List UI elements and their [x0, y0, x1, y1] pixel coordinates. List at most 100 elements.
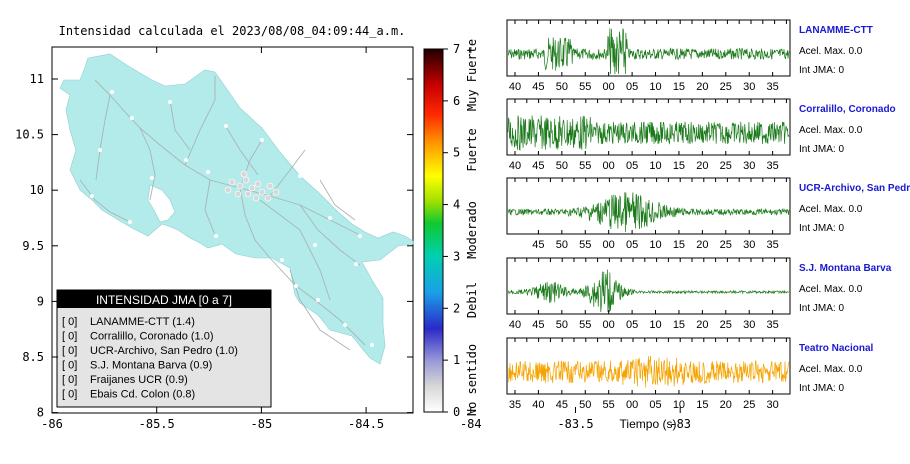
seismogram-tick-label: 30	[743, 81, 755, 93]
seismogram-tick-label: 40	[509, 160, 521, 172]
seismogram-trace	[507, 115, 790, 151]
legend-items: [ 0] LANAMME-CTT (1.4) [ 0] Corralillo, Cor…	[62, 316, 238, 401]
seismogram-tick-label: 50	[556, 319, 568, 331]
legend-item-label: Corralillo, Coronado (1.0)	[90, 331, 214, 343]
costa-rica-landmass	[59, 53, 414, 365]
seismogram-tick-label: 20	[696, 239, 708, 251]
station-max-accel: Acel. Max. 0.0	[799, 284, 863, 295]
colorbar-category-label: Debil	[465, 282, 479, 318]
legend-item-value: [ 0]	[62, 345, 77, 357]
seismogram-panels: 40 45 50 55 00 05 10 15 20 25 30 35 LANAMME-CTT Acel.…	[506, 19, 910, 411]
colorbar-tick-label: 2	[453, 301, 460, 315]
seismogram-tick-label: 25	[720, 319, 732, 331]
colorbar-tick-label: 3	[453, 249, 460, 263]
seismogram-tick-label: 25	[720, 239, 732, 251]
map-plot-area: INTENSIDAD JMA [0 a 7] [ 0] LANAMME-CTT (…	[15, 46, 691, 431]
seismogram-tick-label: 05	[626, 319, 638, 331]
seismogram-frame	[506, 19, 791, 77]
seismogram-tick-label: 55	[603, 399, 615, 411]
station-max-accel: Acel. Max. 0.0	[799, 204, 863, 215]
legend-item-value: [ 0]	[62, 331, 77, 343]
map-x-tick-label: -83	[669, 417, 691, 431]
seismogram-tick-label: 15	[673, 319, 685, 331]
map-x-tick-label: -85.5	[139, 417, 175, 431]
seismogram-tick-label: 35	[767, 160, 779, 172]
legend-title-bar	[57, 290, 271, 308]
seismogram-trace	[507, 28, 790, 75]
legend-body	[56, 289, 272, 408]
station-intensity: Int JMA: 0	[799, 303, 844, 314]
seismogram-tick-label: 55	[579, 319, 591, 331]
seismogram-tick-label: 05	[626, 160, 638, 172]
seismogram-tick-label: 20	[696, 160, 708, 172]
seismogram-tick-label: 50	[556, 81, 568, 93]
station-max-accel: Acel. Max. 0.0	[799, 364, 863, 375]
seismogram-tick-label: 00	[603, 319, 615, 331]
station-name: S.J. Montana Barva	[799, 263, 892, 274]
station-name: UCR-Archivo, San Pedro	[799, 183, 910, 194]
map-y-tick-label: 8	[37, 406, 44, 420]
seismogram-tick-label: 45	[556, 399, 568, 411]
seismogram-tick-label: 10	[649, 239, 661, 251]
colorbar-category-label: Moderado	[465, 201, 479, 259]
seismogram-tick-label: 00	[603, 160, 615, 172]
seismogram-panel: 40 45 50 55 00 05 10 15 20 25 30 35 LANAMME-CTT Acel.…	[506, 19, 873, 93]
legend-item-label: LANAMME-CTT (1.4)	[90, 316, 195, 328]
legend-item-label: UCR-Archivo, San Pedro (1.0)	[90, 345, 238, 357]
station-name: LANAMME-CTT	[799, 25, 873, 36]
seismogram-tick-label: 30	[743, 239, 755, 251]
seismogram-tick-label: 10	[649, 81, 661, 93]
seismogram-tick-label: 50	[579, 399, 591, 411]
map-x-tick-label: -84	[460, 417, 482, 431]
intensity-colorbar: 7 6 5 4 3 2 1 0 Muy Fuerte Fuerte Moderado Debil No…	[423, 39, 479, 419]
seismogram-tick-label: 00	[603, 81, 615, 93]
colorbar-tick-label: 1	[453, 353, 460, 367]
seismogram-xlabel: Tiempo (s)	[620, 417, 677, 431]
map-y-tick-label: 9	[37, 294, 44, 308]
seismogram-tick-label: 05	[649, 399, 661, 411]
seismogram-tick-label: 50	[556, 239, 568, 251]
colorbar-tick-label: 4	[453, 198, 460, 212]
seismogram-frame	[506, 98, 791, 156]
station-intensity: Int JMA: 0	[799, 65, 844, 76]
legend-item-value: [ 0]	[62, 389, 77, 401]
map-x-tick-label: -86	[41, 417, 63, 431]
station-intensity: Int JMA: 0	[799, 383, 844, 394]
seismogram-tick-label: 35	[767, 81, 779, 93]
seismogram-panel: 35 40 45 50 55 00 05 10 15 20 25 30 Teatro Nacional A…	[506, 337, 873, 411]
seismogram-tick-label: 25	[720, 81, 732, 93]
seismogram-tick-label: 55	[579, 81, 591, 93]
seismogram-tick-label: 05	[626, 81, 638, 93]
colorbar-labels: Muy Fuerte Fuerte Moderado Debil No sentido	[465, 39, 479, 416]
seismogram-tick-label: 05	[626, 239, 638, 251]
legend-item-value: [ 0]	[62, 374, 77, 386]
seismogram-trace	[507, 192, 790, 233]
seismogram-tick-label: 25	[743, 399, 755, 411]
colorbar-tick-label: 0	[453, 405, 460, 419]
legend-item-label: S.J. Montana Barva (0.9)	[90, 360, 212, 372]
colorbar-category-label: No sentido	[465, 344, 479, 416]
seismogram-trace	[507, 355, 790, 388]
seismogram-tick-label: 30	[743, 160, 755, 172]
seismogram-tick-label: 15	[673, 160, 685, 172]
central-valley-cluster	[224, 170, 280, 202]
seismogram-tick-label: 10	[649, 319, 661, 331]
colorbar-tick-label: 7	[453, 42, 460, 56]
seismogram-tick-label: 45	[532, 160, 544, 172]
map-x-tick-label: -84.5	[348, 417, 384, 431]
map-y-axis: 11 10.5 10 9.5 9 8.5 8	[15, 72, 413, 420]
map-y-tick-label: 9.5	[22, 239, 44, 253]
seismogram-tick-label: 10	[673, 399, 685, 411]
station-max-accel: Acel. Max. 0.0	[799, 46, 863, 57]
legend-item-value: [ 0]	[62, 360, 77, 372]
seismogram-tick-label: 30	[767, 399, 779, 411]
seismogram-tick-label: 45	[532, 81, 544, 93]
seismogram-tick-label: 00	[603, 239, 615, 251]
seismogram-tick-label: 15	[673, 239, 685, 251]
seismogram-tick-label: 35	[767, 319, 779, 331]
legend-item-label: Fraijanes UCR (0.9)	[90, 374, 188, 386]
station-max-accel: Acel. Max. 0.0	[799, 125, 863, 136]
seismogram-tick-label: 55	[579, 160, 591, 172]
seismogram-panel: 40 45 50 55 00 05 10 15 20 25 30 35 S.J. Montana Bar…	[506, 257, 892, 331]
